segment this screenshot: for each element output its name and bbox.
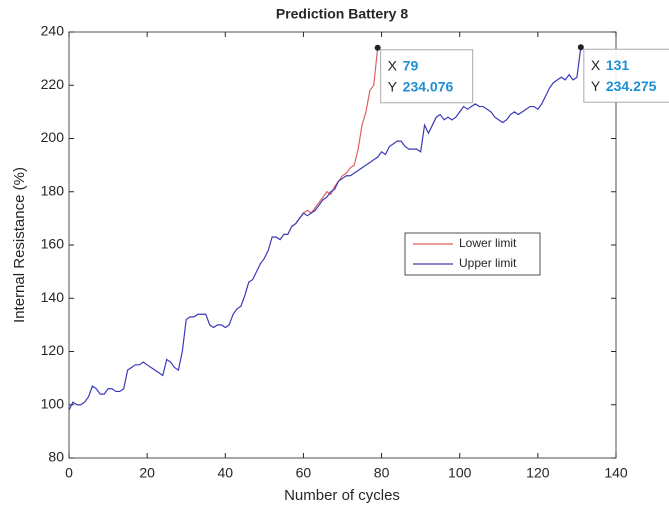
x-tick-label: 20	[139, 465, 155, 481]
x-tick-label: 120	[526, 465, 550, 481]
y-tick-label: 100	[41, 395, 65, 411]
datatip-marker	[374, 44, 381, 51]
x-tick-label: 60	[296, 465, 312, 481]
x-tick-label: 80	[374, 465, 390, 481]
datatip-box	[583, 48, 669, 103]
datatip-value: 79	[403, 57, 419, 73]
y-axis-label: Internal Resistance (%)	[11, 167, 28, 323]
datatip-value: 131	[606, 57, 630, 73]
y-tick-label: 80	[48, 449, 64, 465]
chart-title: Prediction Battery 8	[276, 6, 408, 22]
datatip-box	[380, 49, 474, 104]
series-line	[68, 47, 582, 411]
y-tick-label: 140	[41, 289, 65, 305]
datatip-marker	[577, 44, 584, 51]
y-tick-label: 200	[41, 129, 65, 145]
datatip-key: X	[591, 57, 601, 73]
y-tick-label: 180	[41, 182, 65, 198]
y-tick-label: 220	[41, 76, 65, 92]
legend-label: Upper limit	[459, 256, 517, 270]
x-tick-label: 40	[217, 465, 233, 481]
x-tick-label: 140	[604, 465, 628, 481]
datatip-key: X	[388, 57, 398, 73]
y-tick-label: 120	[41, 342, 65, 358]
legend-label: Lower limit	[459, 236, 517, 250]
y-tick-label: 160	[41, 236, 65, 252]
x-tick-label: 0	[65, 465, 73, 481]
x-tick-label: 100	[448, 465, 472, 481]
datatip-value: 234.076	[403, 78, 454, 94]
series-line	[291, 47, 379, 227]
datatip-key: Y	[591, 78, 601, 94]
datatip-value: 234.275	[606, 78, 657, 94]
x-axis-label: Number of cycles	[284, 487, 400, 504]
datatip-key: Y	[388, 78, 398, 94]
legend-box	[404, 232, 541, 276]
y-tick-label: 240	[41, 23, 65, 39]
